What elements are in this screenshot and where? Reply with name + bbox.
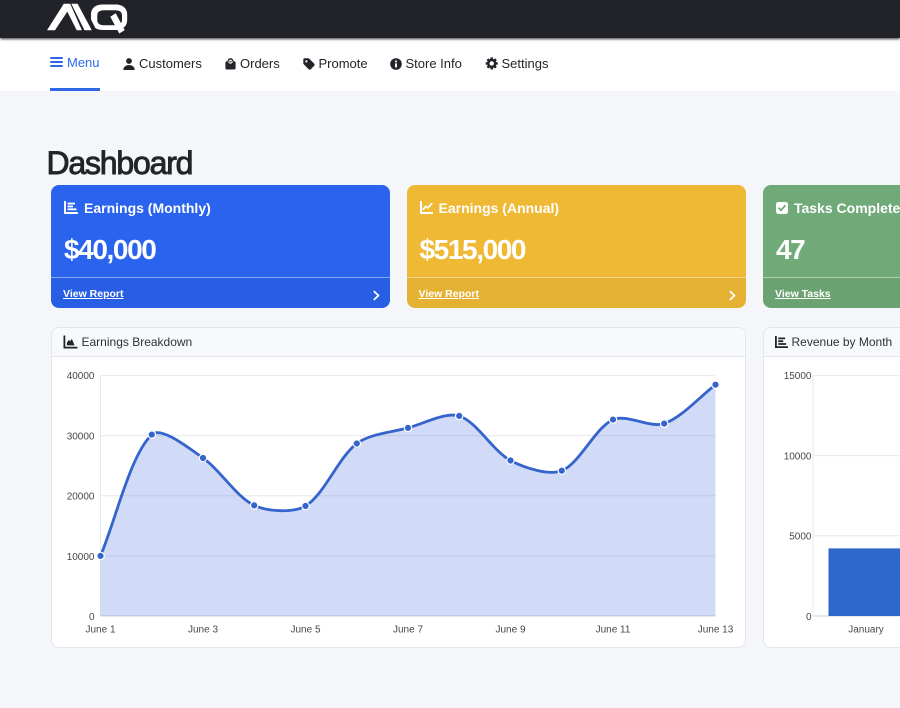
svg-text:20000: 20000 bbox=[67, 492, 95, 503]
svg-text:January: January bbox=[848, 625, 884, 636]
svg-text:June 5: June 5 bbox=[290, 625, 320, 636]
svg-text:June 1: June 1 bbox=[85, 625, 115, 636]
svg-text:0: 0 bbox=[89, 612, 95, 623]
svg-text:30000: 30000 bbox=[67, 431, 95, 442]
svg-text:10000: 10000 bbox=[67, 552, 95, 563]
svg-text:June 11: June 11 bbox=[596, 625, 631, 636]
svg-text:June 13: June 13 bbox=[698, 625, 734, 636]
svg-text:0: 0 bbox=[806, 612, 812, 623]
svg-text:40000: 40000 bbox=[67, 371, 95, 382]
svg-text:15000: 15000 bbox=[784, 371, 812, 382]
svg-text:June 3: June 3 bbox=[188, 625, 218, 636]
svg-text:June 9: June 9 bbox=[495, 625, 525, 636]
svg-text:10000: 10000 bbox=[784, 451, 812, 462]
svg-text:5000: 5000 bbox=[789, 532, 812, 543]
svg-text:June 7: June 7 bbox=[393, 625, 423, 636]
